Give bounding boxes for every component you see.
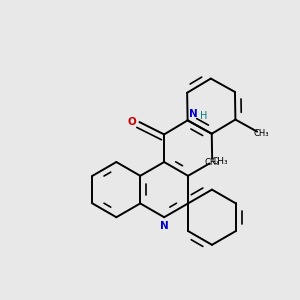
Text: H: H [200, 111, 207, 121]
Text: O: O [127, 117, 136, 127]
Text: N: N [189, 109, 198, 119]
Text: CH₃: CH₃ [212, 158, 228, 166]
Text: N: N [160, 221, 169, 232]
Text: CH₃: CH₃ [205, 158, 220, 167]
Text: CH₃: CH₃ [253, 129, 268, 138]
